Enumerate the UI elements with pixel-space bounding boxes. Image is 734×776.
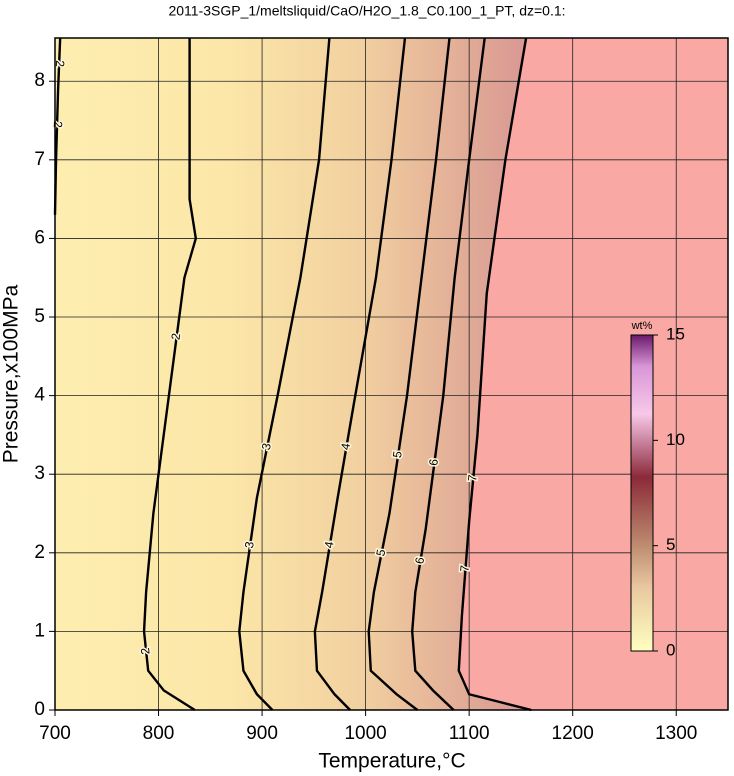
colorbar-tick-label: 10 xyxy=(666,430,685,449)
y-tick-label: 5 xyxy=(34,306,45,327)
contour-label: 2 xyxy=(51,121,65,128)
colorbar-label: wt% xyxy=(631,320,653,332)
liquidus-region xyxy=(458,38,728,710)
contour-line xyxy=(142,38,198,712)
plot-frame xyxy=(54,37,729,711)
chart-title: 2011-3SGP_1/meltsliquid/CaO/H2O_1.8_C0.1… xyxy=(168,3,565,19)
x-tick-label: 900 xyxy=(246,723,278,744)
colorbar-tick-label: 15 xyxy=(666,324,685,343)
y-tick-label: 3 xyxy=(34,463,45,484)
contour-label: 7 xyxy=(457,564,471,572)
colorbar xyxy=(630,334,654,652)
y-tick-label: 7 xyxy=(34,149,45,170)
x-tick-label: 700 xyxy=(39,723,71,744)
y-axis-label: Pressure,x100MPa xyxy=(0,284,23,463)
y-tick-label: 0 xyxy=(34,699,45,720)
contour-line xyxy=(457,37,532,712)
contour-label: 3 xyxy=(242,540,257,549)
contour-label: 2 xyxy=(53,60,67,68)
contour-label: 6 xyxy=(426,458,441,467)
y-tick-label: 1 xyxy=(34,620,45,641)
y-tick-label: 2 xyxy=(34,542,45,563)
colorbar-tick-label: 0 xyxy=(666,640,675,659)
contour-line xyxy=(313,37,407,711)
x-tick-label: 1300 xyxy=(655,723,697,744)
x-tick-label: 1200 xyxy=(552,723,594,744)
x-axis-label: Temperature,°C xyxy=(318,750,465,773)
contour-label: 2 xyxy=(168,332,183,341)
x-tick-label: 800 xyxy=(143,723,175,744)
y-tick-label: 8 xyxy=(34,70,45,91)
contour-line xyxy=(411,37,486,711)
y-tick-label: 6 xyxy=(34,227,45,248)
contour-label: 7 xyxy=(465,474,480,482)
contour-line xyxy=(238,37,331,711)
contour-line xyxy=(367,37,451,711)
contour-label: 2 xyxy=(138,647,153,655)
y-tick-label: 4 xyxy=(34,385,45,406)
contour-label: 5 xyxy=(390,450,405,459)
x-tick-label: 1100 xyxy=(449,723,490,744)
x-tick-label: 1000 xyxy=(344,723,386,744)
colorbar-tick-label: 5 xyxy=(666,535,675,554)
